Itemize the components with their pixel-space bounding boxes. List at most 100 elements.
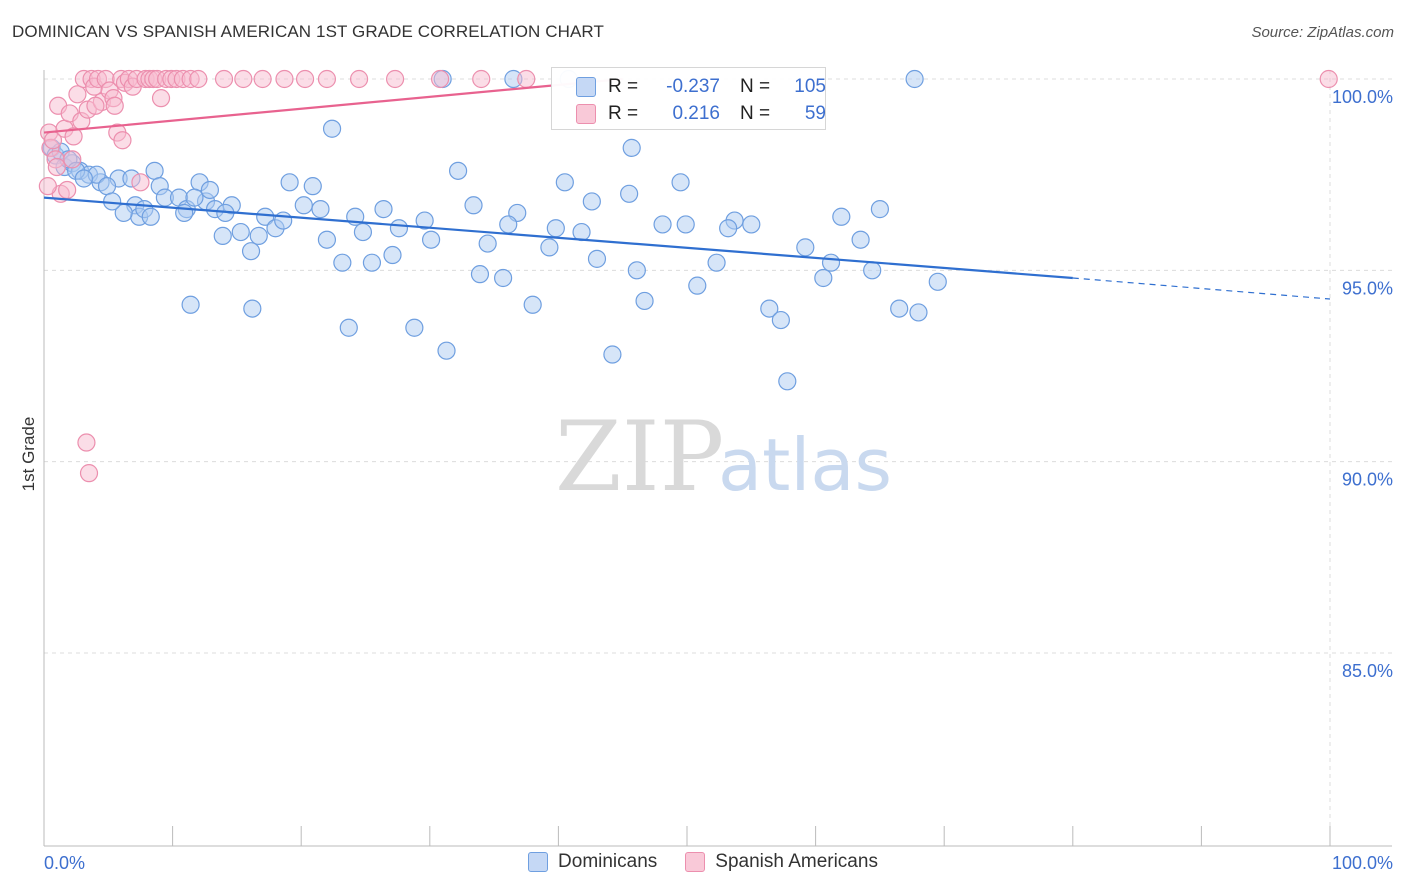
dominican-point: [494, 268, 513, 288]
dominican-point: [635, 291, 654, 311]
n-label: N =: [740, 76, 771, 97]
spanish-american-point: [275, 69, 294, 89]
dominican-point: [294, 196, 313, 215]
spanish-american-point: [38, 177, 57, 196]
dominican-point: [97, 177, 117, 196]
y-tick-label: 85.0%: [1342, 661, 1393, 681]
spanish-american-point: [68, 85, 87, 104]
dominican-point: [870, 200, 890, 219]
dominican-point: [437, 341, 456, 360]
spanish-american-point: [131, 173, 150, 192]
spanish-american-point: [214, 69, 234, 89]
dominican-point: [405, 318, 424, 337]
y-tick-label: 90.0%: [1342, 470, 1393, 490]
dominican-point: [742, 215, 761, 234]
spanish-american-point: [385, 69, 405, 89]
spanish-american-point: [1319, 69, 1338, 89]
dominican-point: [353, 222, 373, 242]
dominican-point: [478, 234, 497, 253]
r-value-dominicans: -0.237: [666, 76, 720, 97]
r-label: R =: [608, 103, 639, 124]
dominican-point: [280, 173, 299, 192]
spanish-american-point: [151, 89, 171, 108]
spanish-american-point: [517, 69, 536, 89]
dominican-point: [523, 295, 542, 314]
spanish-american-point: [234, 69, 253, 89]
dominican-point: [448, 161, 468, 180]
legend-item-dominicans[interactable]: Dominicans: [528, 851, 657, 873]
r-value-spanish-americans: 0.216: [672, 103, 720, 124]
dominican-point: [74, 169, 93, 188]
dominican-point: [303, 177, 322, 196]
dominican-point: [231, 222, 250, 242]
dominican-point: [200, 180, 219, 200]
legend-label-spanish-americans: Spanish Americans: [715, 851, 878, 872]
watermark-zip: ZIP: [555, 401, 724, 513]
dominican-point: [555, 173, 574, 192]
dominican-point: [572, 222, 591, 242]
dominican-point: [145, 161, 164, 180]
dominican-point: [546, 219, 565, 238]
chart-title: DOMINICAN VS SPANISH AMERICAN 1ST GRADE …: [12, 22, 604, 41]
dominican-point: [821, 253, 841, 272]
dominican-point: [175, 203, 194, 223]
dominican-point: [688, 276, 707, 295]
dominicans-swatch: [576, 77, 596, 97]
spanish-americans-swatch: [576, 104, 596, 124]
dominican-point: [374, 200, 393, 219]
watermark: ZIP atlas: [555, 401, 892, 513]
dominican-point: [603, 345, 622, 364]
legend-swatch-dominicans: [528, 852, 549, 872]
stat-row-spanish-americans: R = 0.216 N = 59: [576, 101, 826, 127]
dominican-point: [582, 192, 601, 211]
spanish-american-point: [47, 157, 66, 177]
legend-swatch-spanish-americans: [685, 852, 706, 872]
spanish-american-point: [349, 69, 369, 89]
dominican-point: [771, 310, 790, 330]
dominican-point: [778, 372, 797, 391]
spanish-american-point: [472, 69, 491, 89]
spanish-american-point: [295, 69, 315, 89]
dominican-point: [796, 238, 815, 257]
spanish-american-point: [189, 69, 208, 89]
spanish-american-point: [79, 464, 99, 483]
n-value-spanish-americans: 59: [804, 103, 826, 124]
watermark-atlas: atlas: [718, 423, 892, 507]
dominican-point: [274, 211, 293, 230]
dominican-point: [719, 219, 738, 238]
dominican-point: [676, 215, 695, 234]
dominican-point: [540, 238, 559, 257]
y-axis-label: 1st Grade: [19, 417, 38, 492]
dominican-point: [181, 295, 200, 314]
r-label: R =: [608, 76, 639, 97]
dominican-point: [622, 138, 641, 157]
axes: [43, 70, 1392, 847]
dominican-point: [627, 261, 646, 280]
dominican-point: [339, 318, 358, 337]
dominican-point: [415, 211, 434, 230]
bottom-legend: Dominicans Spanish Americans: [0, 851, 1406, 873]
trend-line-extension-dominicans: [1072, 277, 1331, 300]
legend-label-dominicans: Dominicans: [558, 851, 658, 872]
dominican-point: [421, 230, 441, 249]
spanish-american-point: [105, 96, 124, 115]
dominican-point: [256, 207, 275, 226]
spanish-american-point: [64, 127, 83, 146]
dominican-point: [851, 230, 870, 249]
axis-labels: 85.0% 90.0% 95.0% 100.0% 0.0% 100.0% 1st Grade: [19, 87, 1393, 873]
dominican-point: [620, 184, 639, 203]
n-value-dominicans: 105: [794, 76, 826, 97]
legend-item-spanish-americans[interactable]: Spanish Americans: [685, 851, 878, 873]
dominican-point: [653, 215, 672, 234]
dominican-point: [241, 242, 261, 261]
spanish-american-point: [317, 69, 337, 89]
trend-lines: [43, 77, 1331, 300]
dominican-point: [928, 272, 947, 291]
x-tick-label-min: 0.0%: [44, 853, 85, 873]
x-tick-label-max: 100.0%: [1332, 853, 1393, 873]
dominican-point: [909, 303, 928, 322]
dominican-point: [671, 173, 690, 192]
dominican-point: [317, 230, 337, 249]
y-tick-label: 95.0%: [1342, 278, 1393, 298]
dominican-point: [890, 299, 909, 318]
